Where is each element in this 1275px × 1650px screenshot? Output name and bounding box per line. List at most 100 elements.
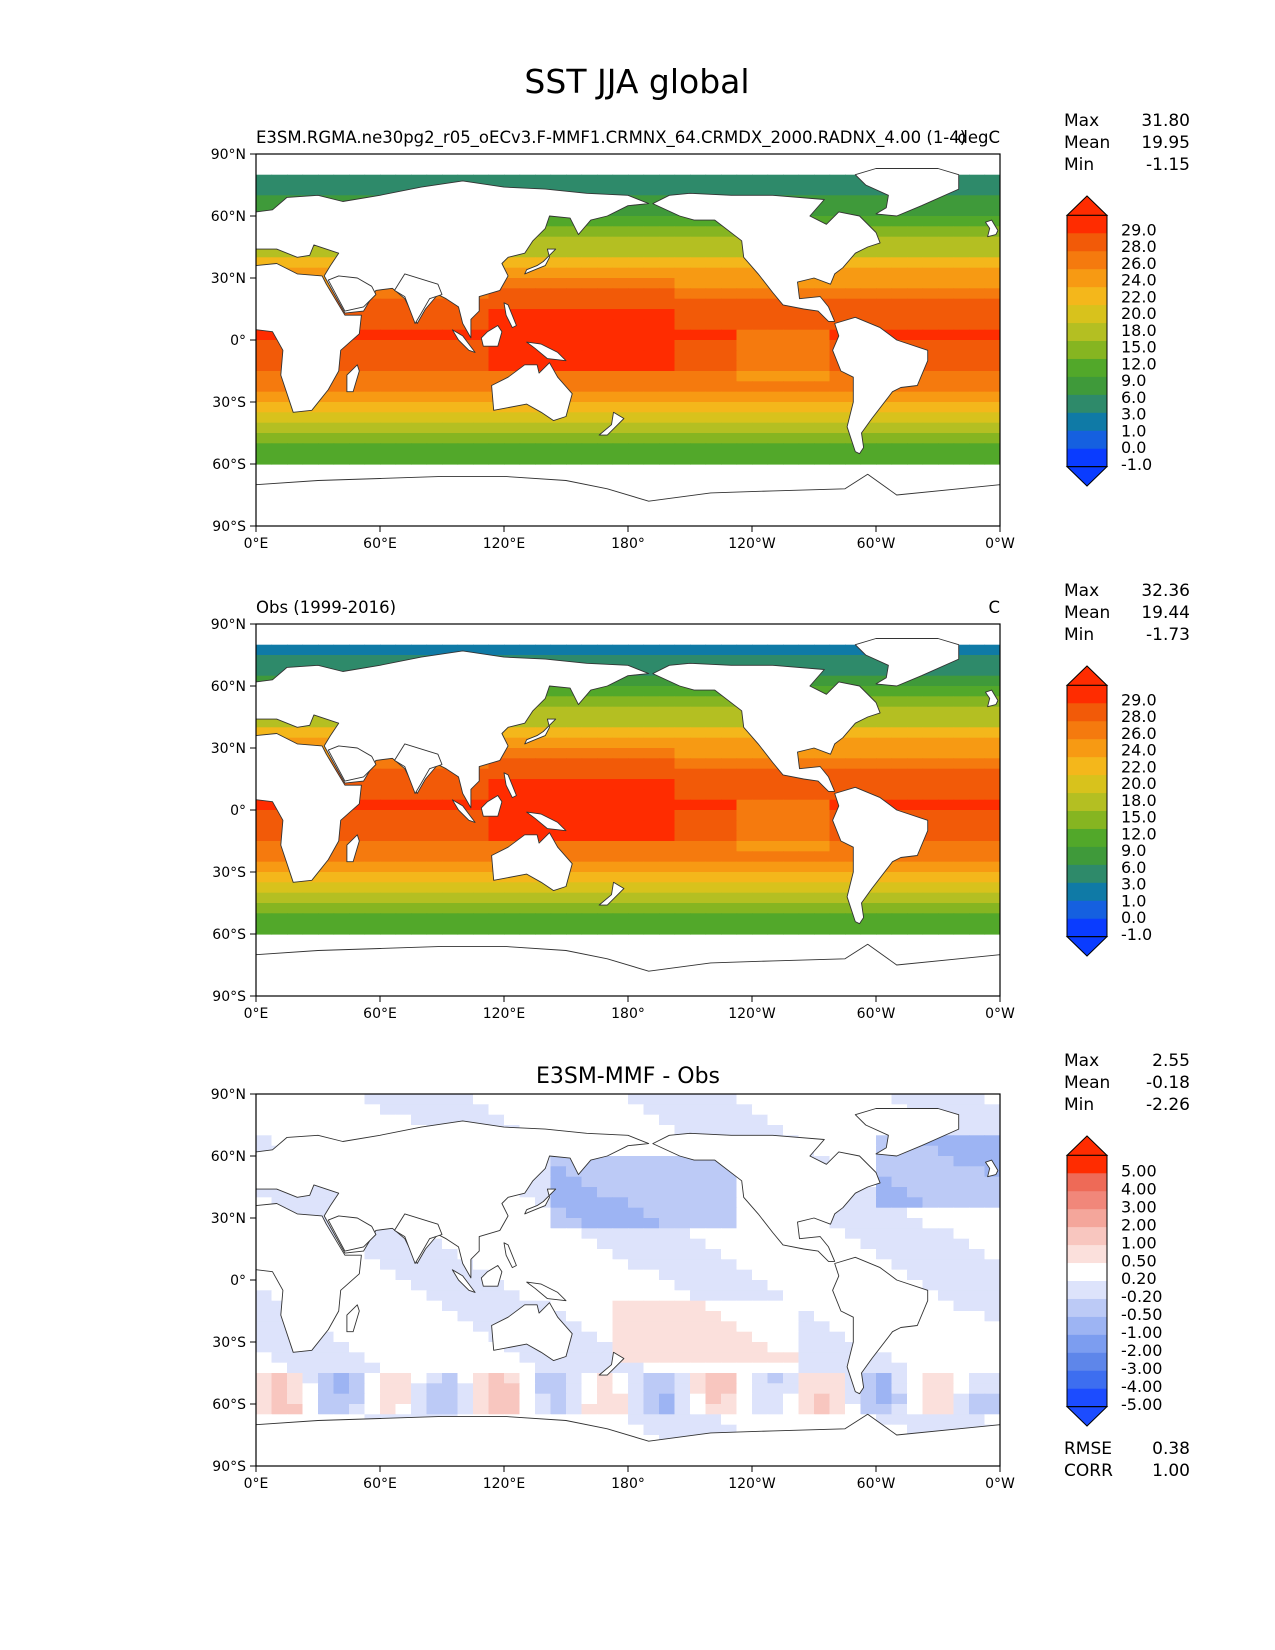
- land-japan: [524, 1188, 557, 1215]
- field-cell: [426, 350, 443, 362]
- field-cell: [519, 1342, 536, 1353]
- field-cell: [953, 1300, 970, 1312]
- field-cell: [690, 1187, 707, 1198]
- field-cell: [504, 329, 521, 341]
- field-cell: [953, 1362, 970, 1374]
- field-cell: [829, 1207, 846, 1219]
- field-cell: [643, 758, 660, 770]
- field-cell: [411, 789, 428, 801]
- field-cell: [597, 1176, 614, 1188]
- field-cell: [814, 174, 831, 186]
- field-cell: [876, 665, 893, 677]
- field-cell: [473, 1238, 490, 1250]
- field-cell: [566, 696, 583, 708]
- field-cell: [535, 882, 552, 894]
- field-cell: [535, 1300, 552, 1312]
- field-cell: [519, 412, 536, 424]
- field-cell: [612, 1104, 629, 1116]
- field-cell: [364, 1094, 381, 1105]
- field-cell: [969, 1094, 986, 1105]
- field-cell: [256, 381, 273, 393]
- field-cell: [380, 1259, 397, 1271]
- field-cell: [659, 872, 676, 883]
- field-cell: [612, 1259, 629, 1271]
- field-cell: [752, 861, 769, 873]
- field-cell: [643, 381, 660, 393]
- field-cell: [752, 1218, 769, 1229]
- x-tick-label: 60°W: [857, 1476, 896, 1492]
- field-cell: [721, 1414, 738, 1426]
- field-cell: [395, 1404, 412, 1415]
- colorbar-label: -0.20: [1121, 1287, 1162, 1306]
- field-cell: [395, 861, 412, 873]
- field-cell: [473, 789, 490, 801]
- field-cell: [674, 391, 691, 403]
- colorbar-label: 24.0: [1121, 271, 1157, 290]
- field-cell: [628, 391, 645, 403]
- field-cell: [333, 1404, 350, 1415]
- field-cell: [643, 820, 660, 832]
- field-cell: [318, 257, 335, 269]
- field-cell: [473, 872, 490, 883]
- field-cell: [535, 820, 552, 832]
- field-cell: [364, 1125, 381, 1136]
- metric-label: RMSE: [1064, 1439, 1112, 1459]
- field-cell: [736, 309, 753, 320]
- field-cell: [798, 1218, 815, 1229]
- field-cell: [798, 1383, 815, 1395]
- field-cell: [643, 706, 660, 718]
- field-cell: [643, 861, 660, 873]
- field-cell: [798, 1331, 815, 1343]
- field-cell: [690, 226, 707, 238]
- field-cell: [457, 433, 474, 444]
- field-cell: [969, 1228, 986, 1240]
- field-cell: [829, 872, 846, 883]
- field-cell: [659, 675, 676, 687]
- colorbar-segment: [1067, 323, 1107, 342]
- field-cell: [783, 779, 800, 790]
- field-cell: [395, 1290, 412, 1302]
- field-cell: [922, 1166, 939, 1178]
- field-cell: [721, 748, 738, 759]
- field-cell: [907, 247, 924, 258]
- field-cell: [333, 872, 350, 883]
- field-cell: [287, 903, 304, 914]
- field-cell: [271, 1331, 288, 1343]
- figure-title: SST JJA global: [524, 62, 749, 101]
- field-cell: [984, 1176, 1000, 1188]
- field-cell: [922, 872, 939, 883]
- field-cell: [659, 903, 676, 914]
- field-cell: [690, 360, 707, 372]
- field-cell: [581, 717, 598, 728]
- field-cell: [922, 1207, 939, 1219]
- field-cell: [271, 851, 288, 863]
- field-cell: [721, 371, 738, 382]
- field-cell: [287, 655, 304, 666]
- field-cell: [922, 1383, 939, 1395]
- field-cell: [488, 1393, 505, 1405]
- field-cell: [473, 391, 490, 403]
- field-cell: [535, 1228, 552, 1240]
- field-cell: [535, 309, 552, 320]
- field-cell: [457, 1404, 474, 1415]
- field-cell: [364, 779, 381, 790]
- field-cell: [907, 257, 924, 269]
- field-cell: [302, 1404, 319, 1415]
- field-cell: [659, 226, 676, 238]
- field-cell: [752, 319, 769, 331]
- field-cell: [845, 737, 862, 749]
- field-cell: [457, 1311, 474, 1322]
- field-cell: [922, 1362, 939, 1374]
- field-cell: [643, 737, 660, 749]
- field-cell: [798, 329, 815, 341]
- field-cell: [643, 748, 660, 759]
- colorbar-extend-bottom: [1065, 936, 1109, 957]
- field-cell: [752, 1238, 769, 1250]
- field-cell: [395, 1094, 412, 1105]
- y-tick-label: 60°N: [211, 679, 246, 695]
- field-cell: [736, 644, 753, 656]
- field-cell: [643, 799, 660, 811]
- field-cell: [504, 1104, 521, 1116]
- field-cell: [969, 1362, 986, 1374]
- field-cell: [938, 892, 955, 904]
